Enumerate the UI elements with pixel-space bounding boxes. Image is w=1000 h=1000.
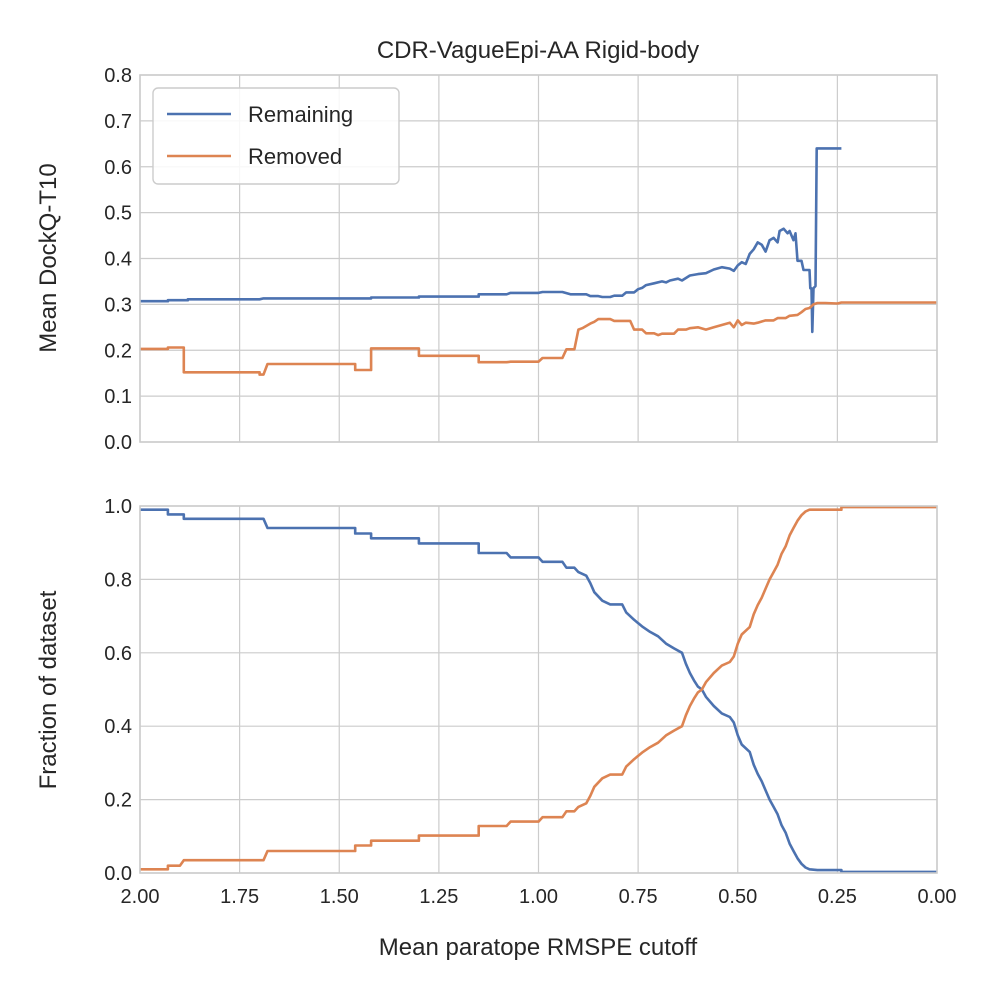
- bottom-plot-frame: [139, 505, 938, 874]
- legend: Remaining Removed: [152, 87, 400, 185]
- bottom-y-axis-label: Fraction of dataset: [35, 590, 62, 789]
- x-tick-label: 1.25: [419, 886, 458, 908]
- bottom-panel: 0.0 0.2 0.4 0.6 0.8 1.0 2.00 1.75 1.50 1.25 1.00 0…: [35, 496, 956, 961]
- x-tick-label: 1.50: [320, 886, 359, 908]
- x-tick-label: 0.25: [818, 886, 857, 908]
- top-y-axis-label: Mean DockQ-T10: [35, 163, 62, 352]
- top-series-lines: [140, 147, 937, 376]
- x-axis-label: Mean paratope RMSPE cutoff: [379, 934, 698, 961]
- bottom-y-tick-labels: 0.0 0.2 0.4 0.6 0.8 1.0: [104, 496, 132, 885]
- x-tick-label: 1.00: [519, 886, 558, 908]
- top-series-remaining-line: [140, 147, 842, 334]
- x-tick-label: 0.50: [718, 886, 757, 908]
- top-y-tick-label: 0.4: [104, 249, 132, 271]
- top-series-removed-line: [140, 301, 937, 376]
- bottom-y-tick-label: 0.0: [104, 863, 132, 885]
- legend-box: [152, 87, 400, 185]
- bottom-y-tick-label: 0.2: [104, 790, 132, 812]
- top-plot-frame: [139, 74, 938, 443]
- top-y-tick-label: 0.8: [104, 65, 132, 87]
- bottom-series-remaining-line: [140, 508, 937, 874]
- bottom-y-tick-label: 0.6: [104, 643, 132, 665]
- top-y-tick-label: 0.0: [104, 432, 132, 454]
- bottom-series-removed-line: [140, 505, 937, 871]
- bottom-gridlines: [139, 505, 938, 874]
- bottom-x-tick-labels: 2.00 1.75 1.50 1.25 1.00 0.75 0.50 0.25 0.00: [121, 886, 957, 908]
- top-y-tick-labels: 0.0 0.1 0.2 0.3 0.4 0.5 0.6 0.7 0.8: [104, 65, 132, 454]
- bottom-y-tick-label: 0.4: [104, 716, 132, 738]
- bottom-y-tick-label: 0.8: [104, 569, 132, 591]
- top-y-tick-label: 0.1: [104, 386, 132, 408]
- top-y-tick-label: 0.2: [104, 340, 132, 362]
- top-y-tick-label: 0.3: [104, 294, 132, 316]
- top-panel: 0.0 0.1 0.2 0.3 0.4 0.5 0.6 0.7 0.8 CDR-VagueEpi…: [35, 37, 938, 454]
- top-y-tick-label: 0.5: [104, 203, 132, 225]
- top-y-tick-label: 0.7: [104, 111, 132, 133]
- chart-title: CDR-VagueEpi-AA Rigid-body: [377, 37, 699, 64]
- x-tick-label: 2.00: [121, 886, 160, 908]
- x-tick-label: 1.75: [220, 886, 259, 908]
- legend-label-removed: Removed: [248, 144, 342, 169]
- legend-label-remaining: Remaining: [248, 102, 353, 127]
- x-tick-label: 0.00: [918, 886, 957, 908]
- x-tick-label: 0.75: [619, 886, 658, 908]
- bottom-series-lines: [140, 505, 937, 874]
- bottom-y-tick-label: 1.0: [104, 496, 132, 518]
- top-y-tick-label: 0.6: [104, 157, 132, 179]
